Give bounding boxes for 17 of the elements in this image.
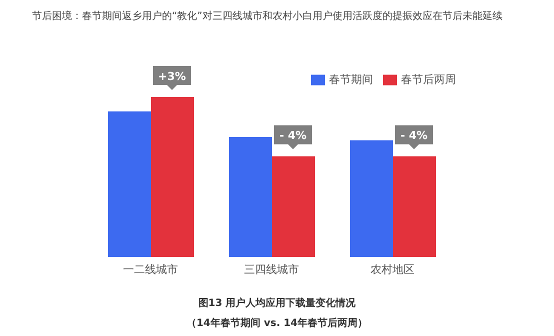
x-tick-label: 一二线城市 [123, 262, 178, 276]
bar [229, 137, 272, 257]
x-tick-label: 农村地区 [370, 262, 414, 276]
bar [272, 156, 315, 257]
annotation: - 4% [400, 129, 428, 142]
chart-title: 节后困境：春节期间返乡用户的“教化”对三四线城市和农村小白用户使用活跃度的提振效应在节后未能延续 [31, 10, 504, 24]
annotation: +3% [158, 70, 186, 83]
legend-label: 春节后两周 [401, 73, 456, 86]
x-tick-label: 三四线城市 [244, 262, 299, 276]
annotation: - 4% [279, 129, 307, 142]
bar [151, 97, 194, 257]
bar [393, 156, 436, 257]
text: （14年春节期间 vs. 14年春节后两周） [185, 316, 369, 331]
bar [350, 140, 393, 257]
text: 图13 用户人均应用下载量变化情况 [197, 296, 357, 311]
bar [108, 111, 151, 257]
legend-label: 春节期间 [329, 73, 373, 86]
